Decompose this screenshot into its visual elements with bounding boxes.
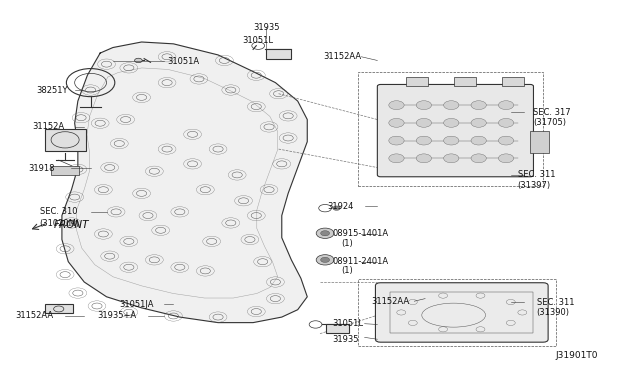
Circle shape [333, 206, 340, 211]
Text: J31901T0: J31901T0 [556, 351, 598, 360]
Text: (31390): (31390) [537, 308, 570, 317]
Bar [502, 77, 524, 86]
Circle shape [499, 154, 514, 163]
Text: 31051L: 31051L [243, 36, 273, 45]
Circle shape [321, 257, 330, 262]
Text: 31152AA: 31152AA [15, 311, 54, 320]
Text: SEC. 310: SEC. 310 [40, 207, 77, 217]
Circle shape [416, 154, 431, 163]
Circle shape [389, 154, 404, 163]
Circle shape [444, 154, 459, 163]
Circle shape [471, 136, 486, 145]
Text: 31051A: 31051A [167, 57, 199, 66]
Text: FRONT: FRONT [54, 220, 89, 230]
Text: 31152AA: 31152AA [323, 52, 362, 61]
Text: 31935+A: 31935+A [97, 311, 136, 320]
Text: 31152A: 31152A [32, 122, 64, 131]
Text: 31924: 31924 [328, 202, 354, 211]
Circle shape [389, 136, 404, 145]
Circle shape [471, 154, 486, 163]
Bar [358, 279, 556, 346]
Text: 08911-2401A: 08911-2401A [333, 257, 389, 266]
Bar [531, 131, 549, 153]
Circle shape [416, 136, 431, 145]
Text: 31152AA: 31152AA [371, 297, 409, 306]
Bar [45, 304, 74, 313]
Text: SEC. 311: SEC. 311 [537, 298, 574, 307]
Text: (1): (1) [341, 239, 353, 248]
Text: 08915-1401A: 08915-1401A [333, 230, 389, 238]
Text: SEC. 311: SEC. 311 [518, 170, 555, 179]
Circle shape [389, 101, 404, 110]
Circle shape [316, 255, 334, 265]
Circle shape [444, 101, 459, 110]
Text: 31051JA: 31051JA [119, 300, 154, 309]
Circle shape [416, 118, 431, 127]
Bar [406, 77, 428, 86]
Circle shape [499, 101, 514, 110]
Circle shape [321, 231, 330, 236]
Bar [266, 49, 291, 59]
Text: 31918: 31918 [28, 164, 54, 173]
Text: 38251Y: 38251Y [36, 86, 68, 94]
Polygon shape [62, 42, 307, 323]
FancyBboxPatch shape [378, 84, 534, 177]
Bar [454, 77, 476, 86]
Bar [51, 166, 79, 175]
Text: (31705): (31705) [534, 118, 566, 127]
Circle shape [471, 118, 486, 127]
Bar [358, 71, 543, 186]
Bar [45, 129, 86, 151]
Circle shape [471, 101, 486, 110]
Circle shape [499, 136, 514, 145]
Text: 31935: 31935 [253, 23, 280, 32]
Text: 31935: 31935 [333, 335, 359, 344]
Bar [326, 324, 349, 333]
Text: (31397): (31397) [518, 181, 550, 190]
Circle shape [444, 118, 459, 127]
Text: 31051L: 31051L [333, 319, 364, 328]
Bar [390, 292, 534, 333]
Circle shape [499, 118, 514, 127]
Text: SEC. 317: SEC. 317 [534, 108, 571, 117]
Text: (1): (1) [341, 266, 353, 275]
Circle shape [389, 118, 404, 127]
Circle shape [134, 58, 142, 62]
Circle shape [316, 228, 334, 238]
Circle shape [444, 136, 459, 145]
Text: (31020M): (31020M) [40, 219, 80, 228]
FancyBboxPatch shape [376, 283, 548, 342]
Circle shape [416, 101, 431, 110]
